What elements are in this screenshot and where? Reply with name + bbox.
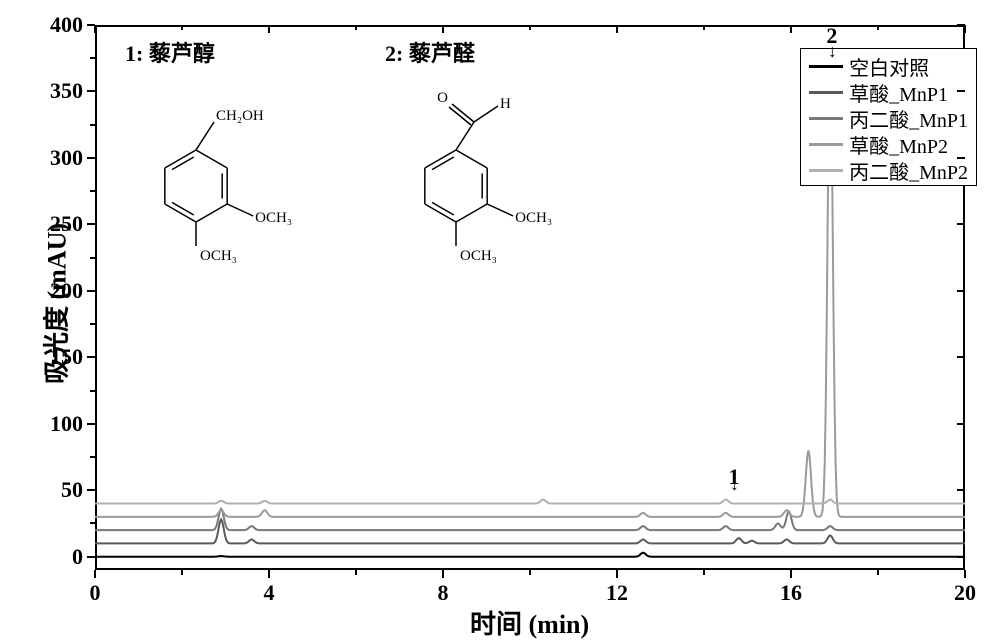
x-minor-tick-top [529, 25, 531, 30]
x-tick-label: 8 [438, 580, 449, 606]
svg-text:CH₂OH: CH₂OH [216, 108, 264, 124]
compound-2-label: 2: 藜芦醛 [385, 36, 475, 68]
x-tick [616, 570, 618, 578]
y-tick-label: 100 [50, 411, 83, 437]
y-tick [87, 290, 95, 292]
x-tick-label: 16 [780, 580, 802, 606]
y-tick-right [957, 489, 965, 491]
y-tick-right [957, 24, 965, 26]
y-tick-right [957, 90, 965, 92]
y-minor-tick [90, 390, 95, 392]
y-tick-label: 200 [50, 278, 83, 304]
x-tick [790, 570, 792, 578]
legend-label: 丙二酸_MnP2 [849, 156, 968, 185]
y-tick-label: 150 [50, 344, 83, 370]
x-tick-top [790, 25, 792, 33]
molecule-1-structure: CH₂OH OCH₃ OCH₃ [128, 68, 298, 268]
legend-item: 草酸_MnP2 [809, 131, 968, 157]
x-tick-label: 20 [954, 580, 976, 606]
svg-text:OCH₃: OCH₃ [460, 248, 497, 264]
y-tick-right [957, 423, 965, 425]
figure-root: 吸光度 (mAU) 时间 (min) 1: 藜芦醇 2: 藜芦醛 CH₂OHOC… [0, 0, 1000, 643]
trace-maMnP2 [95, 500, 965, 504]
y-minor-tick [90, 124, 95, 126]
legend-label: 草酸_MnP1 [849, 78, 948, 107]
x-tick [964, 570, 966, 578]
x-tick [94, 570, 96, 578]
x-tick [268, 570, 270, 578]
y-minor-tick [90, 257, 95, 259]
x-minor-tick [703, 570, 705, 575]
y-tick-label: 50 [61, 477, 83, 503]
legend-swatch [809, 65, 843, 68]
legend-label: 丙二酸_MnP1 [849, 104, 968, 133]
y-tick [87, 489, 95, 491]
y-minor-tick [90, 456, 95, 458]
y-tick [87, 556, 95, 558]
peak-1-arrow-icon: ↓ [730, 474, 739, 495]
y-tick [87, 157, 95, 159]
y-tick [87, 223, 95, 225]
x-tick-top [964, 25, 966, 33]
x-minor-tick [877, 570, 879, 575]
y-minor-tick [90, 190, 95, 192]
y-tick [87, 24, 95, 26]
x-tick-top [616, 25, 618, 33]
y-tick-right [957, 223, 965, 225]
legend-item: 丙二酸_MnP2 [809, 157, 968, 183]
x-minor-tick [181, 570, 183, 575]
x-minor-tick [529, 570, 531, 575]
x-tick-top [94, 25, 96, 33]
y-tick-label: 400 [50, 12, 83, 38]
y-minor-tick [90, 323, 95, 325]
legend-box: 空白对照草酸_MnP1丙二酸_MnP1草酸_MnP2丙二酸_MnP2 [800, 48, 977, 186]
legend-item: 丙二酸_MnP1 [809, 105, 968, 131]
x-tick-top [268, 25, 270, 33]
legend-swatch [809, 169, 843, 172]
svg-text:H: H [500, 96, 511, 112]
x-minor-tick-top [703, 25, 705, 30]
x-minor-tick-top [355, 25, 357, 30]
x-minor-tick-top [181, 25, 183, 30]
trace-maMnP1 [95, 509, 965, 530]
y-tick-label: 0 [72, 544, 83, 570]
y-tick-right [957, 157, 965, 159]
legend-swatch [809, 117, 843, 120]
y-tick-right [957, 556, 965, 558]
x-tick-label: 4 [264, 580, 275, 606]
y-tick-label: 350 [50, 78, 83, 104]
y-tick [87, 356, 95, 358]
legend-item: 草酸_MnP1 [809, 79, 968, 105]
x-minor-tick [355, 570, 357, 575]
y-tick-right [957, 356, 965, 358]
svg-text:O: O [437, 90, 448, 106]
legend-swatch [809, 91, 843, 94]
y-tick-label: 250 [50, 211, 83, 237]
trace-blank [95, 553, 965, 557]
y-minor-tick [90, 57, 95, 59]
molecule-2-structure: O H OCH₃ OCH₃ [388, 68, 558, 268]
x-tick-top [442, 25, 444, 33]
y-tick-right [957, 290, 965, 292]
x-tick-label: 0 [90, 580, 101, 606]
svg-text:OCH₃: OCH₃ [200, 248, 237, 264]
legend-label: 空白对照 [849, 52, 929, 81]
y-tick [87, 90, 95, 92]
peak-2-arrow-icon: ↓ [828, 41, 837, 62]
x-tick [442, 570, 444, 578]
y-tick [87, 423, 95, 425]
svg-text:OCH₃: OCH₃ [515, 210, 552, 226]
compound-1-label: 1: 藜芦醇 [125, 36, 215, 68]
y-minor-tick [90, 522, 95, 524]
legend-label: 草酸_MnP2 [849, 130, 948, 159]
x-tick-label: 12 [606, 580, 628, 606]
legend-swatch [809, 143, 843, 146]
y-tick-label: 300 [50, 145, 83, 171]
svg-text:OCH₃: OCH₃ [255, 210, 292, 226]
x-minor-tick-top [877, 25, 879, 30]
